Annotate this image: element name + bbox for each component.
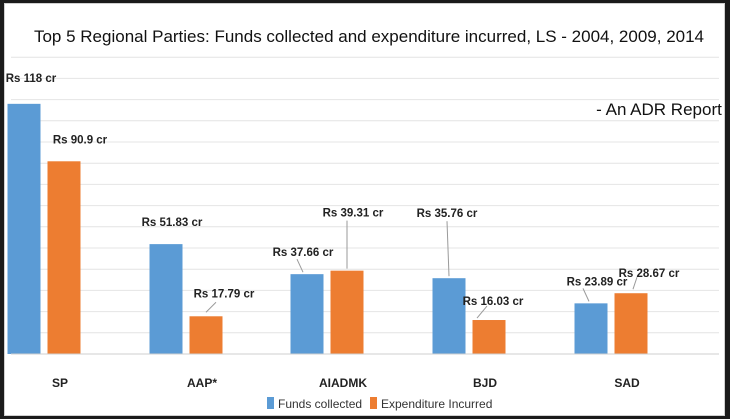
legend-swatch (267, 397, 274, 409)
leader-line (296, 258, 304, 273)
bar-funds-aiadmk (290, 274, 324, 354)
data-label: Rs 37.66 cr (273, 247, 334, 259)
bar-chart: Top 5 Regional Parties: Funds collected … (6, 27, 722, 411)
gridlines (11, 56, 719, 334)
leader-line (205, 301, 217, 313)
category-labels: SP AAP* AIADMK BJD SAD (52, 376, 640, 390)
legend-label: Funds collected (278, 397, 362, 411)
data-label: Rs 118 cr (6, 73, 57, 85)
chart-frame: Top 5 Regional Parties: Funds collected … (4, 3, 725, 416)
category-label: SP (52, 376, 68, 390)
bar-funds-aap (149, 244, 183, 354)
legend-swatch (370, 397, 377, 409)
bars (7, 103, 648, 354)
data-label: Rs 51.83 cr (142, 217, 203, 229)
bar-expenditure-aap (189, 316, 223, 354)
legend: Funds collected Expenditure Incurred (267, 397, 492, 411)
category-label: AAP* (187, 376, 217, 390)
data-label: Rs 17.79 cr (194, 288, 255, 300)
leader-line (632, 277, 638, 290)
bar-expenditure-aiadmk (330, 270, 364, 354)
leader-line (476, 305, 488, 319)
bar-funds-sp (7, 103, 41, 354)
bar-expenditure-sad (614, 293, 648, 354)
label-leaders (205, 220, 638, 319)
category-label: BJD (473, 376, 497, 390)
leader-line (582, 288, 590, 302)
data-labels: Rs 118 cr Rs 51.83 cr Rs 37.66 cr Rs 35.76 … (6, 73, 680, 308)
category-label: SAD (614, 376, 640, 390)
bar-funds-bjd (432, 278, 466, 354)
bar-funds-sad (574, 303, 608, 354)
bar-expenditure-bjd (472, 320, 506, 354)
legend-label: Expenditure Incurred (381, 397, 492, 411)
data-label: Rs 16.03 cr (463, 296, 524, 308)
data-label: Rs 28.67 cr (619, 268, 680, 280)
data-label: Rs 35.76 cr (417, 208, 478, 220)
data-label: Rs 23.89 cr (567, 276, 628, 288)
data-label: Rs 90.9 cr (53, 134, 108, 146)
leader-line (446, 221, 450, 277)
bar-expenditure-sp (47, 161, 81, 354)
chart-title: Top 5 Regional Parties: Funds collected … (34, 27, 704, 46)
data-label: Rs 39.31 cr (323, 208, 384, 220)
report-annotation: - An ADR Report (596, 100, 722, 119)
category-label: AIADMK (319, 376, 367, 390)
